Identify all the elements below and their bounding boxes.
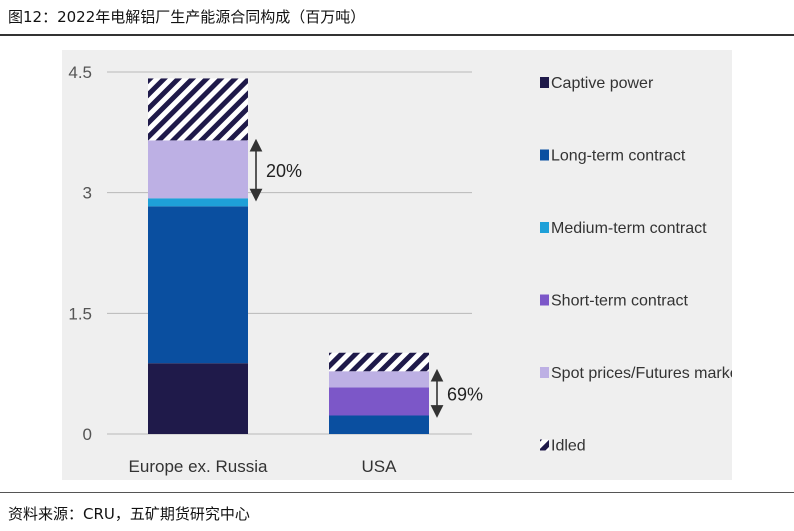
- annotation-label: 69%: [447, 384, 483, 404]
- bar-segment-idled: [148, 78, 248, 141]
- legend-label-medium-term-contract: Medium-term contract: [551, 220, 707, 237]
- legend-swatch-spot-prices-futures-market: [540, 367, 549, 378]
- bar-segment-long-term-contract: [329, 415, 429, 434]
- stacked-bar-chart: 20% 69% 4.5 3 1.5 0 Europe ex. Russia USA Capt…: [68, 63, 732, 476]
- bar-segment-captive-power: [148, 363, 248, 434]
- legend-swatch-medium-term-contract: [540, 222, 549, 233]
- legend-swatch-short-term-contract: [540, 294, 549, 306]
- source-rule: [0, 492, 794, 493]
- bar-segment-spot-prices-futures-market: [148, 140, 248, 199]
- bar-segment-long-term-contract: [148, 206, 248, 364]
- x-tick-label: USA: [362, 457, 398, 476]
- x-tick-label: Europe ex. Russia: [129, 457, 268, 476]
- legend-label-long-term-contract: Long-term contract: [551, 148, 686, 165]
- legend-swatch-idled: [540, 439, 549, 451]
- legend-label-short-term-contract: Short-term contract: [551, 293, 688, 310]
- chart-panel: 20% 69% 4.5 3 1.5 0 Europe ex. Russia USA Capt…: [62, 50, 732, 480]
- legend-swatch-long-term-contract: [540, 149, 549, 161]
- bar-segment-short-term-contract: [329, 387, 429, 416]
- bar-segment-spot-prices-futures-market: [329, 371, 429, 388]
- legend-label-captive-power: Captive power: [551, 75, 654, 92]
- legend-swatch-captive-power: [540, 77, 549, 88]
- legend-label-spot-prices-futures-market: Spot prices/Futures market: [551, 365, 732, 382]
- figure-title: 图12：2022年电解铝厂生产能源合同构成（百万吨）: [8, 8, 366, 26]
- title-rule: [0, 34, 794, 36]
- annotation-label: 20%: [266, 161, 302, 181]
- y-tick-label: 0: [83, 425, 92, 444]
- y-tick-label: 3: [83, 184, 92, 203]
- bar-segment-idled: [329, 352, 429, 372]
- bar-segment-medium-term-contract: [148, 198, 248, 207]
- y-tick-label: 1.5: [68, 304, 92, 323]
- y-tick-label: 4.5: [68, 63, 92, 82]
- legend-label-idled: Idled: [551, 438, 586, 455]
- source-note: 资料来源：CRU，五矿期货研究中心: [8, 505, 250, 523]
